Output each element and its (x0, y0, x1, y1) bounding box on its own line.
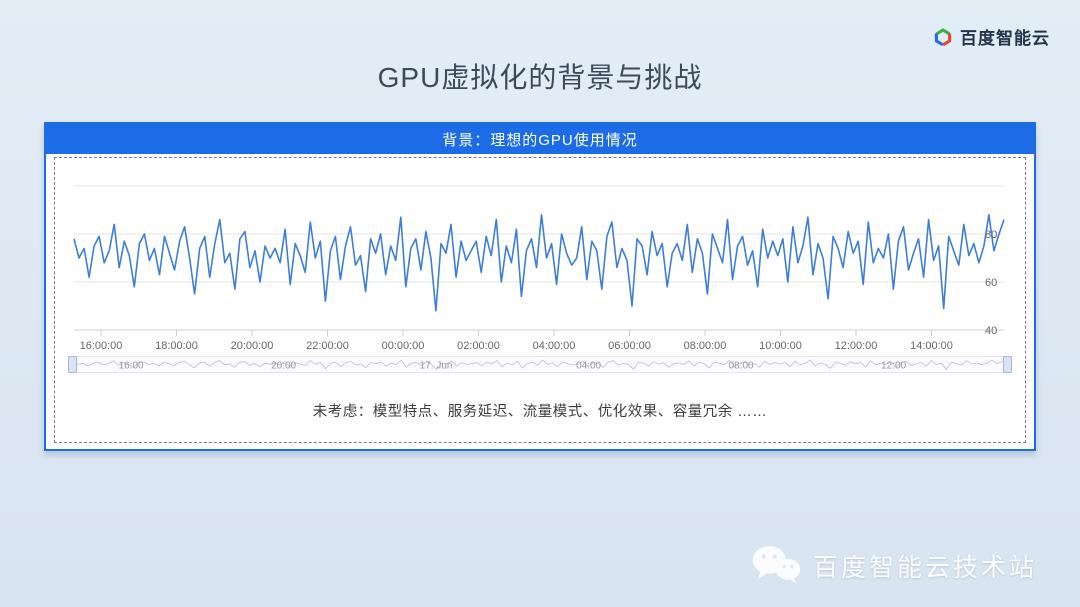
svg-text:04:00:00: 04:00:00 (533, 340, 576, 352)
panel-header: 背景：理想的GPU使用情况 (46, 124, 1034, 154)
chart-navigator[interactable]: 16:00 20:00 17. Jun 04:00 08:00 12:00 (68, 356, 1012, 373)
brand-logo: 百度智能云 (933, 24, 1050, 49)
svg-text:20:00: 20:00 (271, 361, 296, 372)
svg-text:14:00:00: 14:00:00 (910, 340, 953, 352)
svg-text:60: 60 (985, 277, 997, 289)
svg-text:12:00: 12:00 (881, 361, 906, 372)
navigator-right-handle[interactable] (1003, 356, 1012, 373)
wechat-icon (751, 545, 803, 587)
gpu-usage-line-chart: 16:00:00 18:00:00 20:00:00 22:00:00 00:00:00… (73, 185, 1005, 352)
svg-text:40: 40 (985, 325, 997, 337)
page-title: GPU虚拟化的背景与挑战 (377, 62, 703, 93)
content-panel: 背景：理想的GPU使用情况 16:00:00 18:00:00 20:00:00 22… (44, 122, 1036, 451)
watermark: 百度智能云技术站 (751, 545, 1037, 587)
svg-text:20:00:00: 20:00:00 (231, 340, 274, 352)
navigator-minimap: 16:00 20:00 17. Jun 04:00 08:00 12:00 (72, 359, 1008, 372)
svg-text:16:00: 16:00 (119, 361, 144, 372)
svg-text:02:00:00: 02:00:00 (457, 340, 500, 352)
svg-text:06:00:00: 06:00:00 (608, 340, 651, 352)
svg-text:04:00: 04:00 (576, 361, 601, 372)
svg-text:00:00:00: 00:00:00 (382, 340, 425, 352)
dashed-border-box (54, 157, 1026, 443)
svg-text:17. Jun: 17. Jun (420, 361, 453, 372)
svg-text:22:00:00: 22:00:00 (306, 340, 349, 352)
watermark-text: 百度智能云技术站 (812, 554, 1037, 582)
svg-text:16:00:00: 16:00:00 (80, 340, 123, 352)
svg-text:08:00:00: 08:00:00 (684, 340, 727, 352)
svg-text:08:00: 08:00 (729, 361, 754, 372)
svg-text:10:00:00: 10:00:00 (759, 340, 802, 352)
baidu-cloud-hexagon-icon (933, 27, 953, 47)
brand-logo-text: 百度智能云 (960, 29, 1050, 48)
svg-text:12:00:00: 12:00:00 (835, 340, 878, 352)
panel-caption: 未考虑：模型特点、服务延迟、流量模式、优化效果、容量冗余 …… (312, 404, 768, 420)
svg-text:18:00:00: 18:00:00 (155, 340, 198, 352)
navigator-left-handle[interactable] (68, 356, 77, 373)
